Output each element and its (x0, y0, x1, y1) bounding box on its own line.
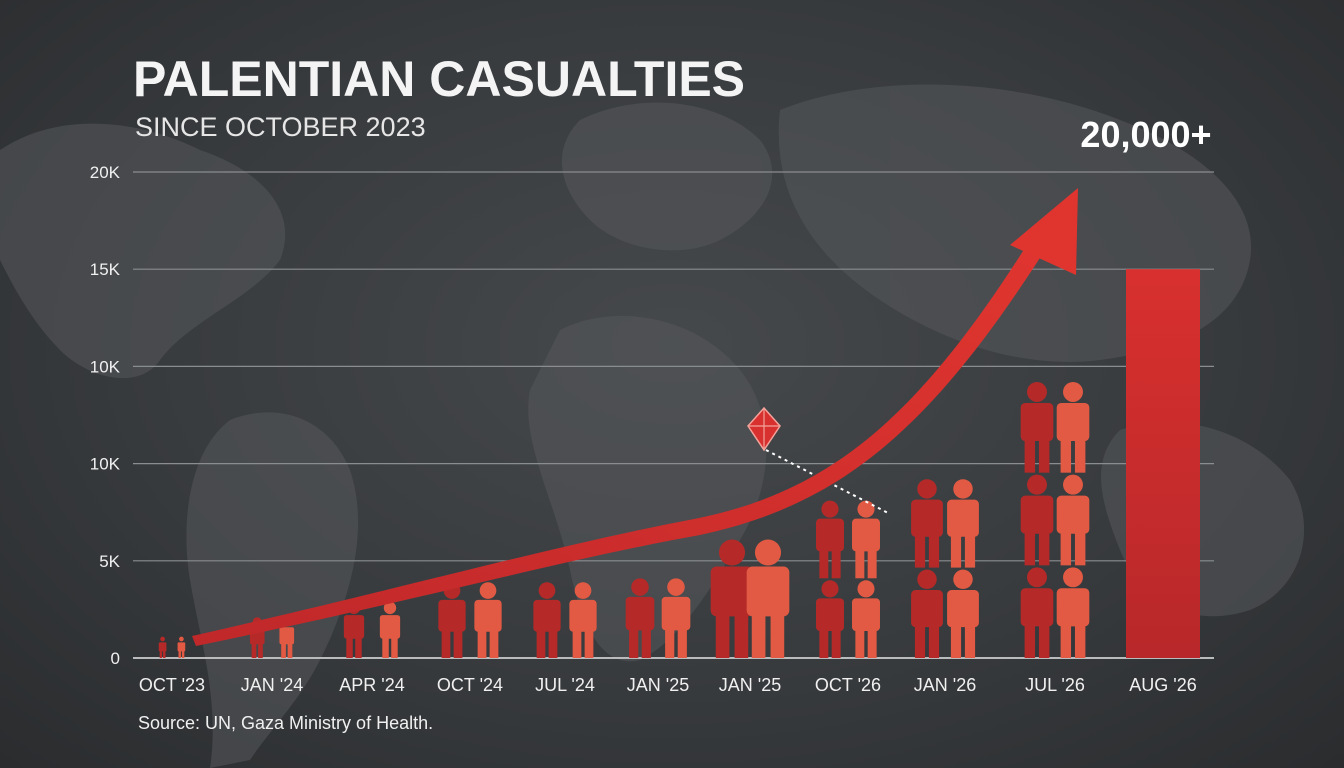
page-subtitle: SINCE OCTOBER 2023 (135, 112, 426, 142)
x-tick-label: OCT '24 (437, 675, 503, 695)
person-icon (1056, 382, 1090, 473)
source-note: Source: UN, Gaza Ministry of Health. (138, 713, 433, 733)
person-icon (947, 479, 979, 568)
x-tick-label: JAN '24 (241, 675, 303, 695)
x-tick-label: JAN '26 (914, 675, 976, 695)
person-icon (1020, 382, 1054, 473)
person-icon (710, 539, 754, 658)
y-tick-label: 10K (90, 455, 121, 474)
person-icon (438, 582, 466, 658)
person-icon (1020, 567, 1054, 658)
person-icon (625, 578, 655, 658)
world-map-icon (0, 84, 1305, 768)
person-icon (177, 636, 186, 658)
x-axis-ticks: OCT '23 JAN '24 APR '24 OCT '24 JUL '24 JAN '… (139, 675, 1197, 695)
person-icon (911, 569, 943, 658)
y-tick-label: 5K (99, 552, 120, 571)
x-tick-label: APR '24 (339, 675, 404, 695)
x-tick-label: AUG '26 (1129, 675, 1196, 695)
x-tick-label: JUL '24 (535, 675, 595, 695)
x-tick-label: JAN '25 (719, 675, 781, 695)
person-icon (474, 582, 502, 658)
person-icon (533, 582, 561, 658)
person-icon-stacks (158, 382, 1090, 658)
y-tick-label: 20K (90, 163, 121, 182)
y-axis-ticks: 0 5K 10K 10K 15K 20K (90, 163, 121, 668)
bar-aug-26 (1126, 269, 1200, 658)
x-tick-label: JUL '26 (1025, 675, 1085, 695)
person-icon (816, 500, 844, 579)
person-icon (746, 539, 790, 658)
person-icon (911, 479, 943, 568)
bars (1126, 269, 1200, 658)
person-icon (569, 582, 597, 658)
person-icon (947, 569, 979, 658)
x-tick-label: OCT '26 (815, 675, 881, 695)
x-tick-label: JAN '25 (627, 675, 689, 695)
person-icon (816, 580, 844, 658)
person-icon (852, 500, 880, 579)
person-icon (1056, 474, 1090, 566)
person-icon (852, 580, 880, 658)
person-icon (1020, 474, 1054, 566)
person-icon (379, 601, 401, 658)
kite-icon (747, 406, 891, 515)
page-title: PALENTIAN CASUALTIES (133, 51, 745, 107)
y-tick-label: 10K (90, 357, 121, 376)
callout-value: 20,000+ (1080, 114, 1211, 155)
y-tick-label: 0 (111, 649, 120, 668)
person-icon (1056, 567, 1090, 658)
person-icon (661, 578, 691, 658)
x-tick-label: OCT '23 (139, 675, 205, 695)
trend-arrow-icon (192, 188, 1078, 646)
y-tick-label: 15K (90, 260, 121, 279)
person-icon (158, 636, 167, 658)
